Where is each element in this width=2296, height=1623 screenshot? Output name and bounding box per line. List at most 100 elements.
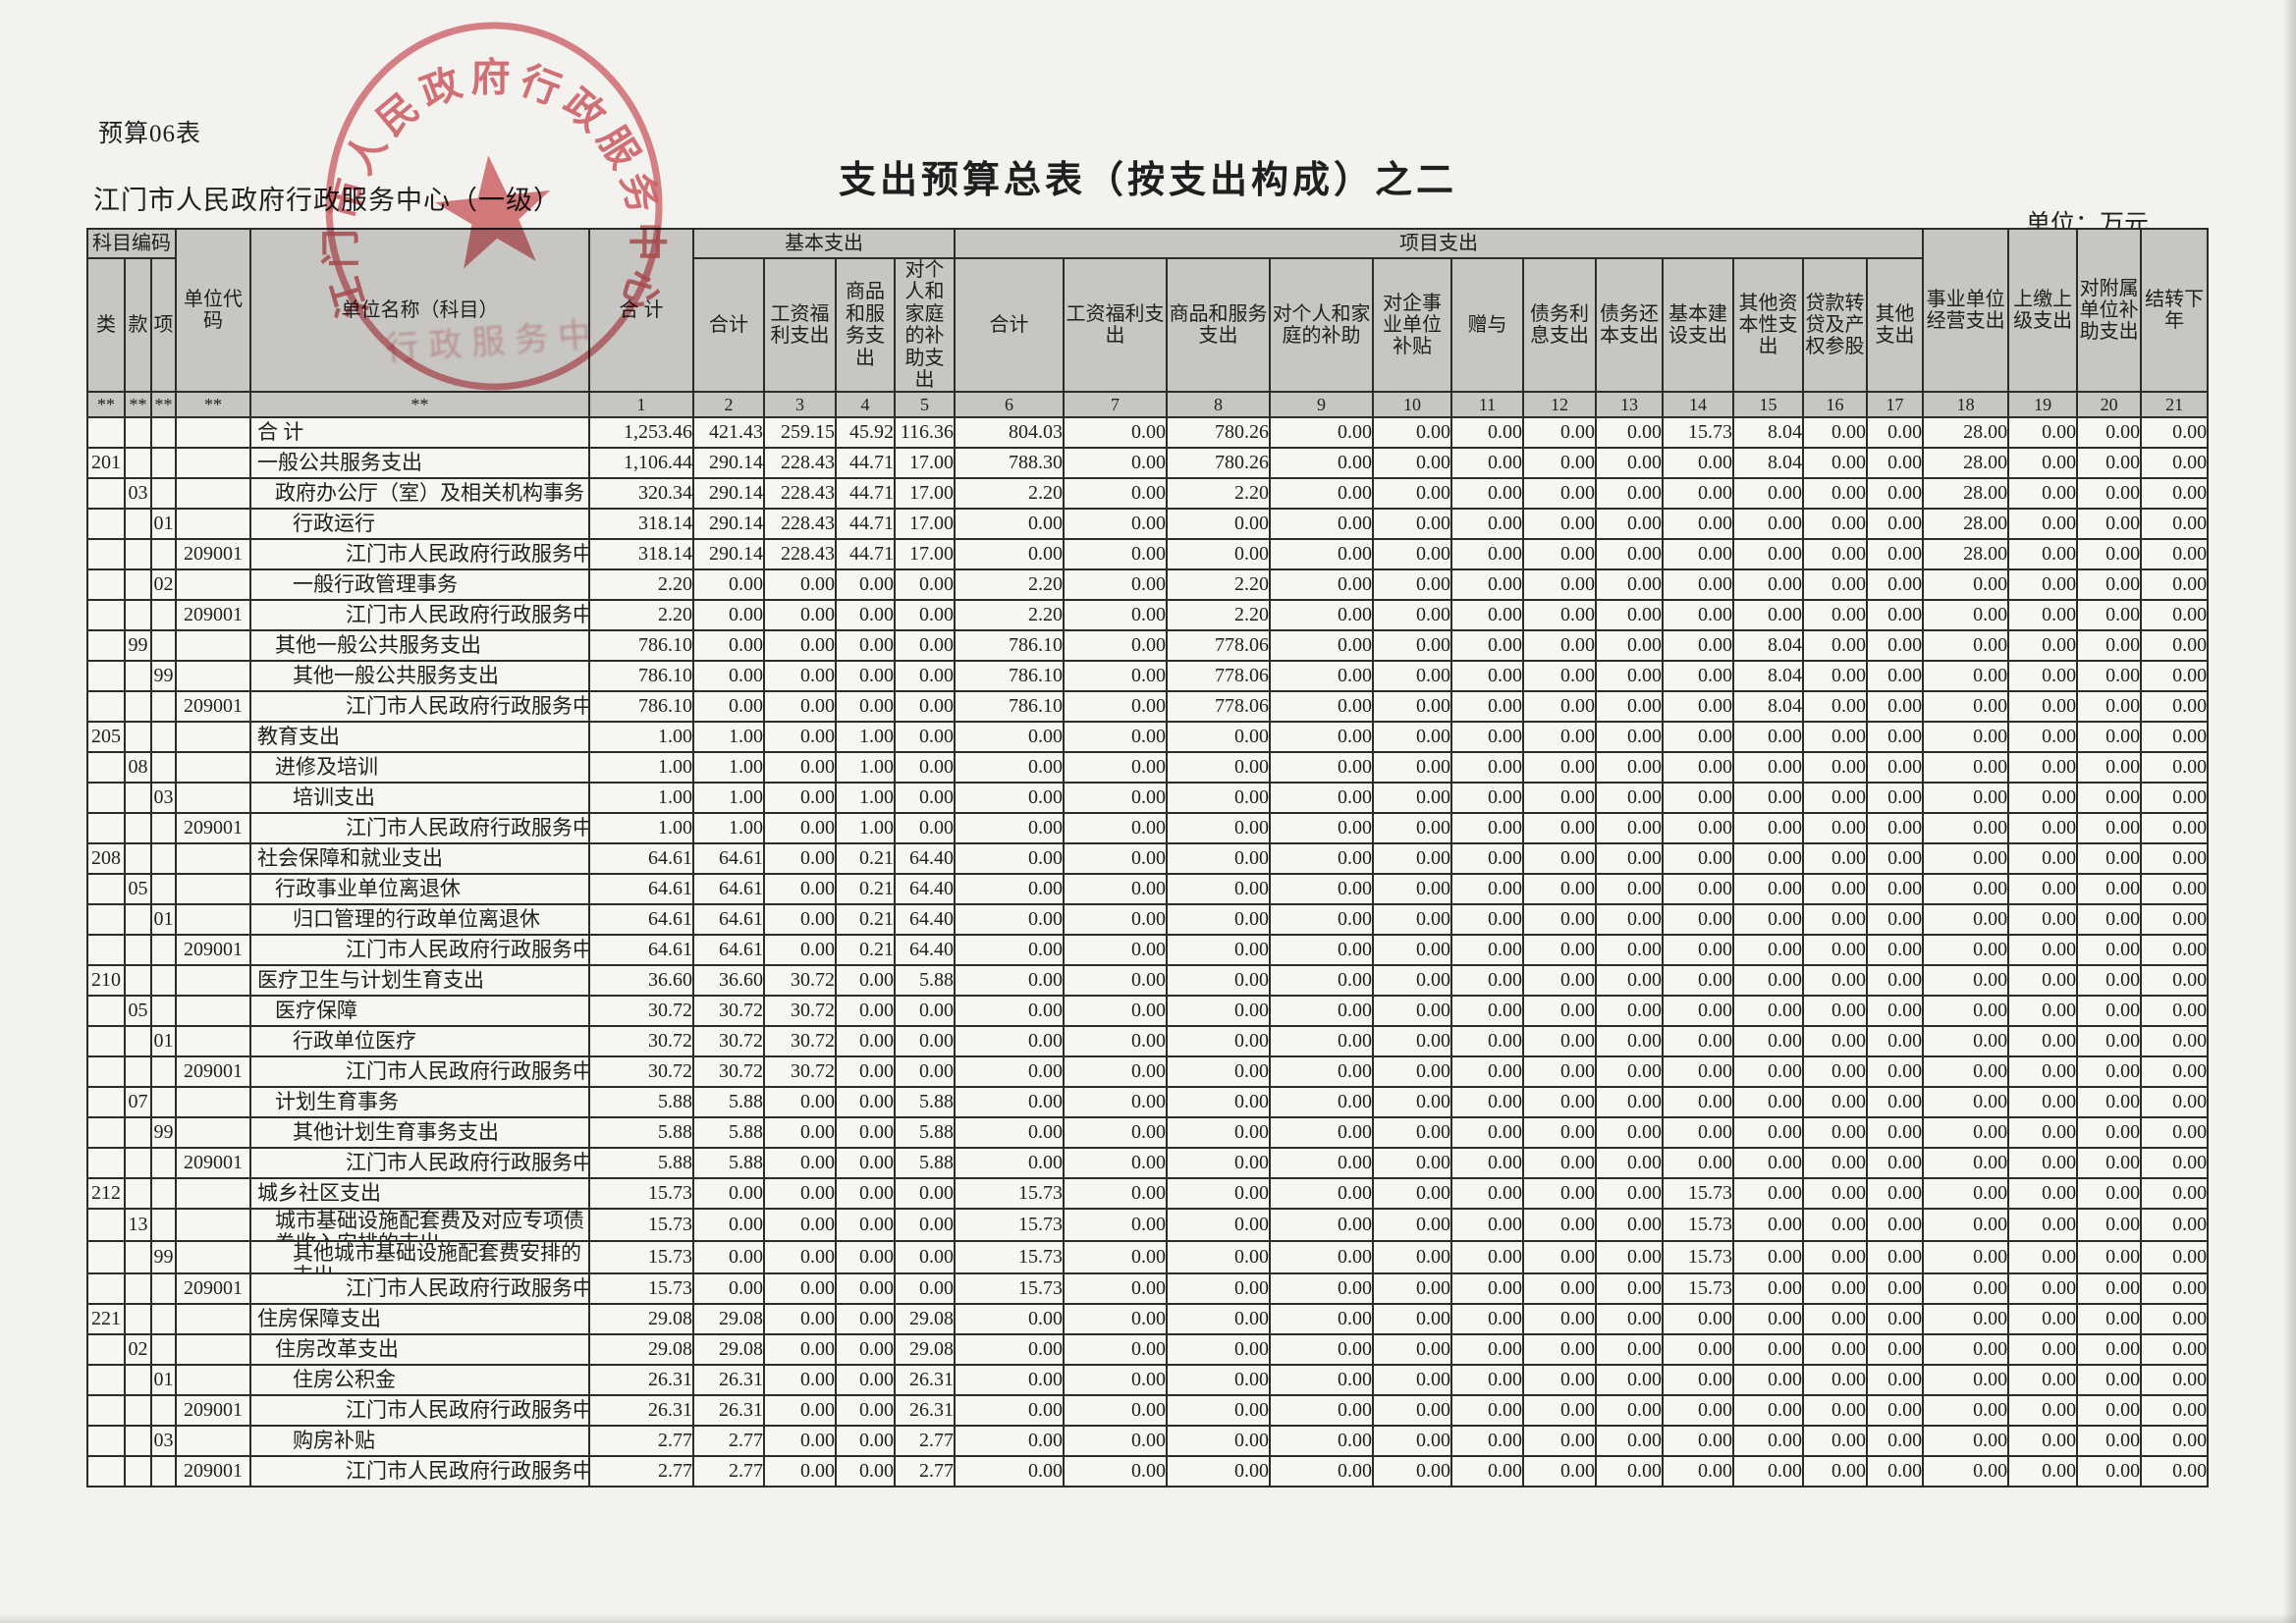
cell-value-16: 0.00 [1802, 964, 1869, 998]
cell-value-11: 0.00 [1450, 416, 1525, 450]
cell-unit-code: 209001 [175, 1394, 252, 1428]
cell-value-17: 0.00 [1866, 934, 1925, 967]
header-index-cell: 3 [763, 391, 838, 419]
cell-value-5: 17.00 [894, 477, 957, 511]
cell-value-2: 30.72 [692, 1055, 766, 1089]
cell-xiang [149, 1055, 178, 1089]
cell-lei [86, 1208, 126, 1243]
cell-value-5: 5.88 [894, 1116, 957, 1150]
cell-value-4: 0.00 [835, 1055, 897, 1089]
cell-value-4: 0.00 [835, 1147, 897, 1180]
cell-value-6: 0.00 [954, 1055, 1066, 1089]
cell-value-20: 0.00 [2076, 842, 2143, 876]
cell-value-20: 0.00 [2076, 751, 2143, 784]
cell-unit-code [175, 995, 252, 1028]
cell-value-10: 0.00 [1372, 690, 1453, 724]
unit-name-text: 住房公积金 [293, 1368, 397, 1392]
cell-value-21: 0.00 [2140, 690, 2210, 724]
cell-unit-name: 其他城市基础设施配套费安排的支出 [249, 1240, 591, 1275]
cell-value-11: 0.00 [1450, 751, 1525, 784]
unit-name-text: 购房补贴 [293, 1429, 376, 1453]
cell-value-14: 0.00 [1662, 1116, 1735, 1150]
cell-value-19: 0.00 [2007, 538, 2079, 571]
cell-value-18: 0.00 [1922, 1116, 2010, 1150]
header-subject-code-group: 科目编码 [85, 228, 178, 259]
cell-value-3: 30.72 [763, 1055, 838, 1089]
cell-value-8: 0.00 [1166, 1364, 1272, 1397]
cell-value-14: 0.00 [1662, 842, 1735, 876]
cell-value-21: 0.00 [2140, 1240, 2210, 1275]
cell-value-2: 26.31 [692, 1394, 766, 1428]
cell-value-1: 1.00 [588, 721, 695, 754]
cell-value-19: 0.00 [2007, 1055, 2079, 1089]
unit-name-text: 其他一般公共服务支出 [275, 633, 482, 658]
cell-value-4: 44.71 [835, 538, 897, 571]
cell-unit-code [175, 964, 252, 998]
cell-value-9: 0.00 [1269, 1055, 1375, 1089]
cell-value-16: 0.00 [1802, 477, 1869, 511]
cell-value-4: 0.00 [835, 995, 897, 1028]
cell-value-5: 0.00 [894, 1208, 957, 1243]
cell-value-14: 0.00 [1662, 599, 1735, 632]
unit-name-text: 城乡社区支出 [257, 1181, 382, 1206]
cell-value-10: 0.00 [1372, 842, 1453, 876]
cell-value-20: 0.00 [2076, 660, 2143, 693]
cell-lei [86, 812, 126, 845]
cell-value-1: 64.61 [588, 934, 695, 967]
unit-name-text: 其他城市基础设施配套费安排的支出 [293, 1242, 582, 1271]
cell-value-17: 0.00 [1866, 1364, 1925, 1397]
cell-value-10: 0.00 [1372, 1116, 1453, 1150]
cell-value-7: 0.00 [1063, 842, 1169, 876]
cell-value-6: 15.73 [954, 1272, 1066, 1306]
table-row: 02 住房改革支出 29.08 29.08 0.00 0.00 29.08 0.00 0.00 0… [86, 1333, 2210, 1367]
cell-value-2: 0.00 [692, 1208, 766, 1243]
cell-value-15: 0.00 [1732, 1240, 1805, 1275]
cell-value-21: 0.00 [2140, 599, 2210, 632]
cell-value-13: 0.00 [1595, 1333, 1665, 1367]
cell-value-9: 0.00 [1269, 964, 1375, 998]
cell-lei [86, 1055, 126, 1089]
cell-value-3: 0.00 [763, 599, 838, 632]
cell-value-1: 1,253.46 [588, 416, 695, 450]
cell-value-6: 0.00 [954, 995, 1066, 1028]
cell-value-16: 0.00 [1802, 599, 1869, 632]
cell-value-9: 0.00 [1269, 477, 1375, 511]
cell-unit-name: 江门市人民政府行政服务中心 [249, 690, 591, 724]
cell-value-21: 0.00 [2140, 842, 2210, 876]
cell-value-17: 0.00 [1866, 964, 1925, 998]
cell-kuan [124, 1025, 152, 1058]
cell-value-14: 15.73 [1662, 1208, 1735, 1243]
cell-value-8: 0.00 [1166, 812, 1272, 845]
cell-unit-code [175, 1333, 252, 1367]
cell-value-5: 0.00 [894, 690, 957, 724]
cell-value-6: 2.20 [954, 568, 1066, 602]
cell-value-16: 0.00 [1802, 812, 1869, 845]
cell-lei [86, 903, 126, 937]
unit-name-text: 行政运行 [293, 512, 376, 536]
cell-xiang [149, 1303, 178, 1336]
cell-value-1: 64.61 [588, 842, 695, 876]
cell-value-16: 0.00 [1802, 751, 1869, 784]
cell-value-10: 0.00 [1372, 416, 1453, 450]
cell-value-12: 0.00 [1522, 477, 1598, 511]
cell-value-11: 0.00 [1450, 964, 1525, 998]
cell-value-21: 0.00 [2140, 751, 2210, 784]
cell-xiang [149, 842, 178, 876]
cell-lei [86, 538, 126, 571]
cell-value-1: 1,106.44 [588, 447, 695, 480]
cell-value-13: 0.00 [1595, 660, 1665, 693]
cell-value-15: 0.00 [1732, 1147, 1805, 1180]
cell-value-7: 0.00 [1063, 1208, 1169, 1243]
cell-value-19: 0.00 [2007, 1240, 2079, 1275]
cell-kuan [124, 1303, 152, 1336]
cell-value-7: 0.00 [1063, 629, 1169, 663]
cell-value-21: 0.00 [2140, 568, 2210, 602]
cell-value-2: 0.00 [692, 690, 766, 724]
cell-value-4: 0.00 [835, 1394, 897, 1428]
cell-value-12: 0.00 [1522, 1303, 1598, 1336]
cell-value-7: 0.00 [1063, 782, 1169, 815]
cell-value-2: 5.88 [692, 1147, 766, 1180]
cell-value-15: 0.00 [1732, 1055, 1805, 1089]
cell-value-15: 8.04 [1732, 660, 1805, 693]
cell-value-21: 0.00 [2140, 660, 2210, 693]
